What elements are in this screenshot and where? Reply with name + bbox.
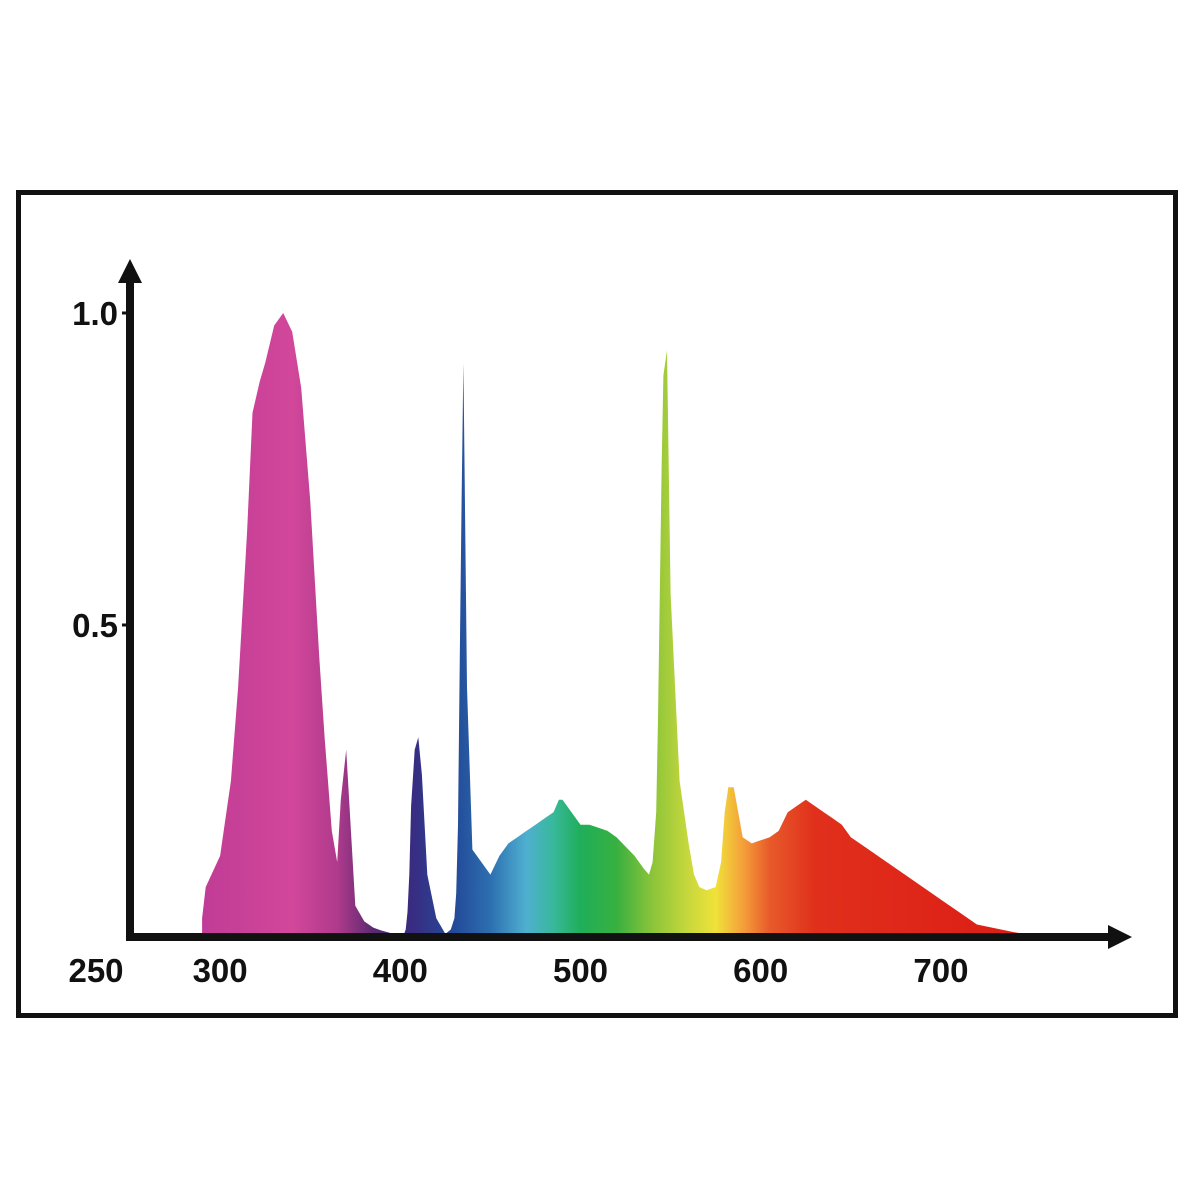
spectrum-chart: 0.5 1.0 250 300 400 500 600 700 (68, 259, 1132, 989)
y-tick-label: 1.0 (72, 295, 118, 332)
chart-frame: 0.5 1.0 250 300 400 500 600 700 (16, 190, 1178, 1018)
x-tick-label: 500 (553, 952, 608, 989)
tick-marks (122, 311, 130, 627)
x-tick-label: 600 (733, 952, 788, 989)
x-tick-label: 700 (913, 952, 968, 989)
x-tick-label: 400 (373, 952, 428, 989)
x-tick-label: 250 (68, 952, 123, 989)
x-tick-label: 300 (193, 952, 248, 989)
tick-labels: 0.5 1.0 250 300 400 500 600 700 (68, 295, 968, 989)
y-tick-label: 0.5 (72, 607, 118, 644)
spectrum-area (202, 313, 1041, 937)
axes (118, 259, 1132, 949)
spectrum-area-layer (202, 313, 1041, 937)
